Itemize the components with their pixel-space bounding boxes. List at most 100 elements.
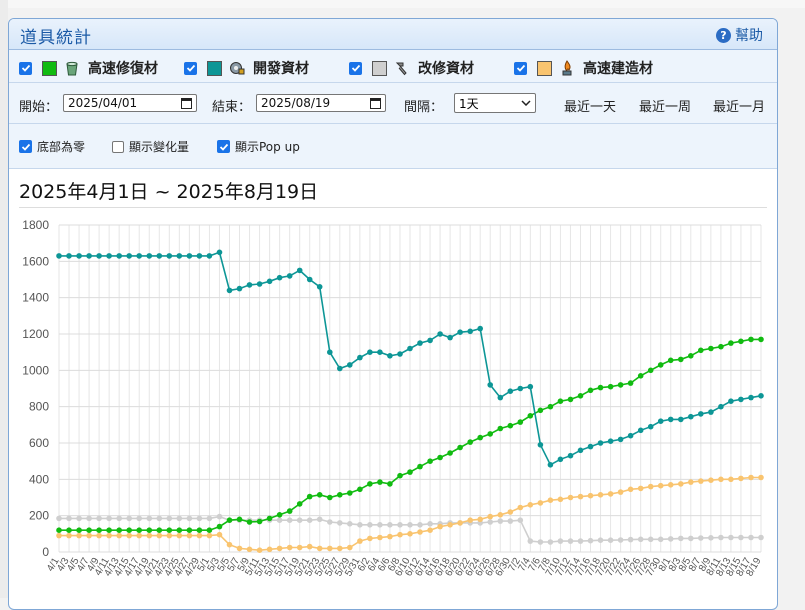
data-point — [76, 253, 82, 259]
legend-checkbox-improve[interactable] — [349, 61, 362, 75]
data-point — [337, 520, 343, 526]
data-point — [457, 329, 463, 335]
data-point — [186, 527, 193, 533]
legend-checkbox-repair[interactable] — [19, 61, 32, 75]
option-show-delta-label: 顯示變化量 — [129, 140, 190, 154]
legend-checkbox-dev[interactable] — [184, 61, 197, 75]
date-range-row: 開始： 2025/04/01 結束： 2025/08/19 間隔： 1天 最近一… — [9, 83, 777, 124]
data-point — [316, 284, 323, 290]
data-point — [316, 545, 323, 552]
data-point — [748, 534, 754, 541]
data-point — [637, 485, 644, 492]
data-point — [487, 519, 494, 525]
panel-title-bar: 道具統計 ? 幫助 — [9, 19, 777, 50]
y-tick-label: 800 — [29, 400, 49, 414]
data-point — [286, 544, 293, 551]
data-point — [196, 527, 203, 533]
data-point — [266, 515, 273, 522]
interval-value: 1天 — [459, 96, 479, 111]
data-point — [577, 538, 584, 544]
data-point — [738, 338, 744, 345]
data-point — [276, 545, 283, 552]
legend-item-improve[interactable]: 改修資材 — [349, 58, 474, 78]
last-month-link[interactable]: 最近一月 — [713, 100, 766, 115]
option-show-delta-checkbox[interactable] — [112, 140, 124, 153]
data-point — [607, 537, 614, 543]
data-point — [698, 411, 704, 417]
data-point — [116, 515, 122, 522]
data-point — [748, 336, 754, 343]
data-point — [527, 383, 534, 390]
data-point — [296, 544, 303, 551]
data-point — [377, 522, 383, 528]
data-point — [286, 273, 293, 279]
bucket-icon — [66, 61, 78, 76]
data-point — [678, 356, 684, 363]
data-point — [617, 436, 624, 443]
data-point — [96, 532, 102, 539]
start-date-input[interactable]: 2025/04/01 — [63, 94, 197, 112]
legend-checkbox-build[interactable] — [514, 61, 527, 75]
data-point — [678, 416, 684, 423]
data-point — [718, 403, 724, 410]
legend-item-dev[interactable]: 開發資材 — [184, 58, 309, 78]
data-point — [427, 521, 433, 527]
data-point — [517, 385, 524, 392]
data-point — [357, 486, 363, 493]
data-point — [126, 527, 132, 533]
data-point — [447, 522, 453, 528]
page-top-strip — [0, 0, 805, 8]
option-zero-base[interactable]: 底部為零 — [19, 138, 85, 155]
data-point — [497, 512, 504, 518]
last-day-link[interactable]: 最近一天 — [564, 100, 617, 115]
data-point — [477, 434, 484, 441]
legend-item-repair[interactable]: 高速修復材 — [19, 58, 158, 78]
option-zero-base-checkbox[interactable] — [19, 140, 32, 153]
data-point — [617, 382, 624, 388]
data-point — [617, 489, 624, 495]
data-point — [728, 398, 734, 404]
data-point — [226, 517, 233, 523]
data-point — [718, 476, 724, 483]
data-point — [647, 367, 654, 374]
data-point — [667, 536, 674, 542]
data-point — [126, 515, 132, 522]
help-label: 幫助 — [735, 28, 763, 44]
data-point — [246, 519, 253, 525]
data-point — [106, 527, 112, 533]
legend-label-build: 高速建造材 — [583, 61, 653, 77]
option-show-delta[interactable]: 顯示變化量 — [112, 138, 189, 155]
data-point — [286, 508, 293, 514]
end-date-value: 2025/08/19 — [261, 96, 331, 110]
data-point — [637, 373, 644, 379]
data-point — [627, 380, 634, 386]
calendar-icon[interactable] — [181, 97, 192, 109]
data-point — [738, 534, 744, 541]
data-point — [96, 515, 102, 522]
data-point — [96, 527, 102, 533]
data-point — [487, 431, 494, 437]
option-popup[interactable]: 顯示Pop up — [217, 138, 300, 155]
last-week-link[interactable]: 最近一周 — [639, 100, 692, 115]
data-point — [186, 532, 193, 539]
data-point — [327, 545, 333, 552]
interval-select[interactable]: 1天 — [454, 93, 536, 113]
data-point — [327, 494, 333, 501]
end-date-input[interactable]: 2025/08/19 — [256, 94, 386, 112]
data-point — [176, 515, 183, 522]
legend-item-build[interactable]: 高速建造材 — [514, 58, 653, 78]
calendar-icon[interactable] — [370, 97, 381, 109]
y-tick-label: 1800 — [22, 218, 49, 232]
data-point — [678, 481, 684, 487]
data-point — [146, 532, 153, 539]
data-point — [467, 517, 474, 523]
data-point — [377, 534, 383, 541]
help-link[interactable]: ? 幫助 — [716, 25, 763, 45]
data-point — [407, 531, 413, 537]
data-point — [136, 532, 142, 539]
data-point — [657, 418, 664, 424]
option-popup-checkbox[interactable] — [217, 140, 230, 153]
legend-swatch-dev — [207, 60, 222, 76]
data-point — [76, 532, 82, 539]
data-point — [176, 527, 183, 533]
